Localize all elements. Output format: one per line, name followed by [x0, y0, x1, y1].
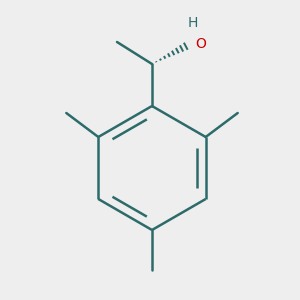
Text: O: O — [196, 37, 206, 51]
Text: H: H — [187, 16, 198, 30]
